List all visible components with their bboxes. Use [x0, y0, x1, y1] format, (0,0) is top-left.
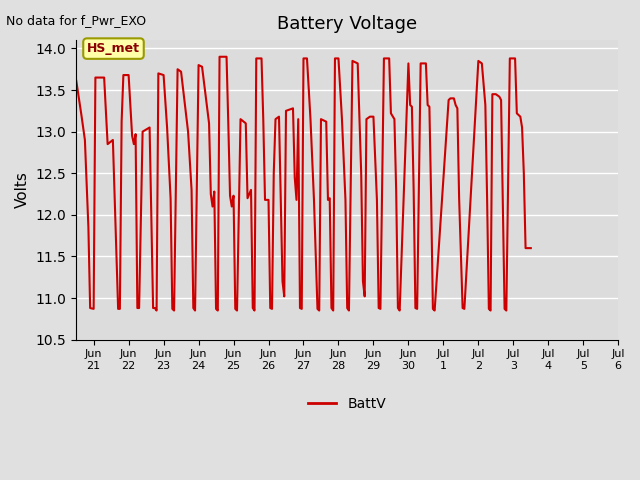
Text: No data for f_Pwr_EXO: No data for f_Pwr_EXO: [6, 14, 147, 27]
Text: HS_met: HS_met: [87, 42, 140, 55]
Title: Battery Voltage: Battery Voltage: [277, 15, 417, 33]
Legend: BattV: BattV: [303, 392, 392, 417]
Y-axis label: Volts: Volts: [15, 171, 30, 208]
